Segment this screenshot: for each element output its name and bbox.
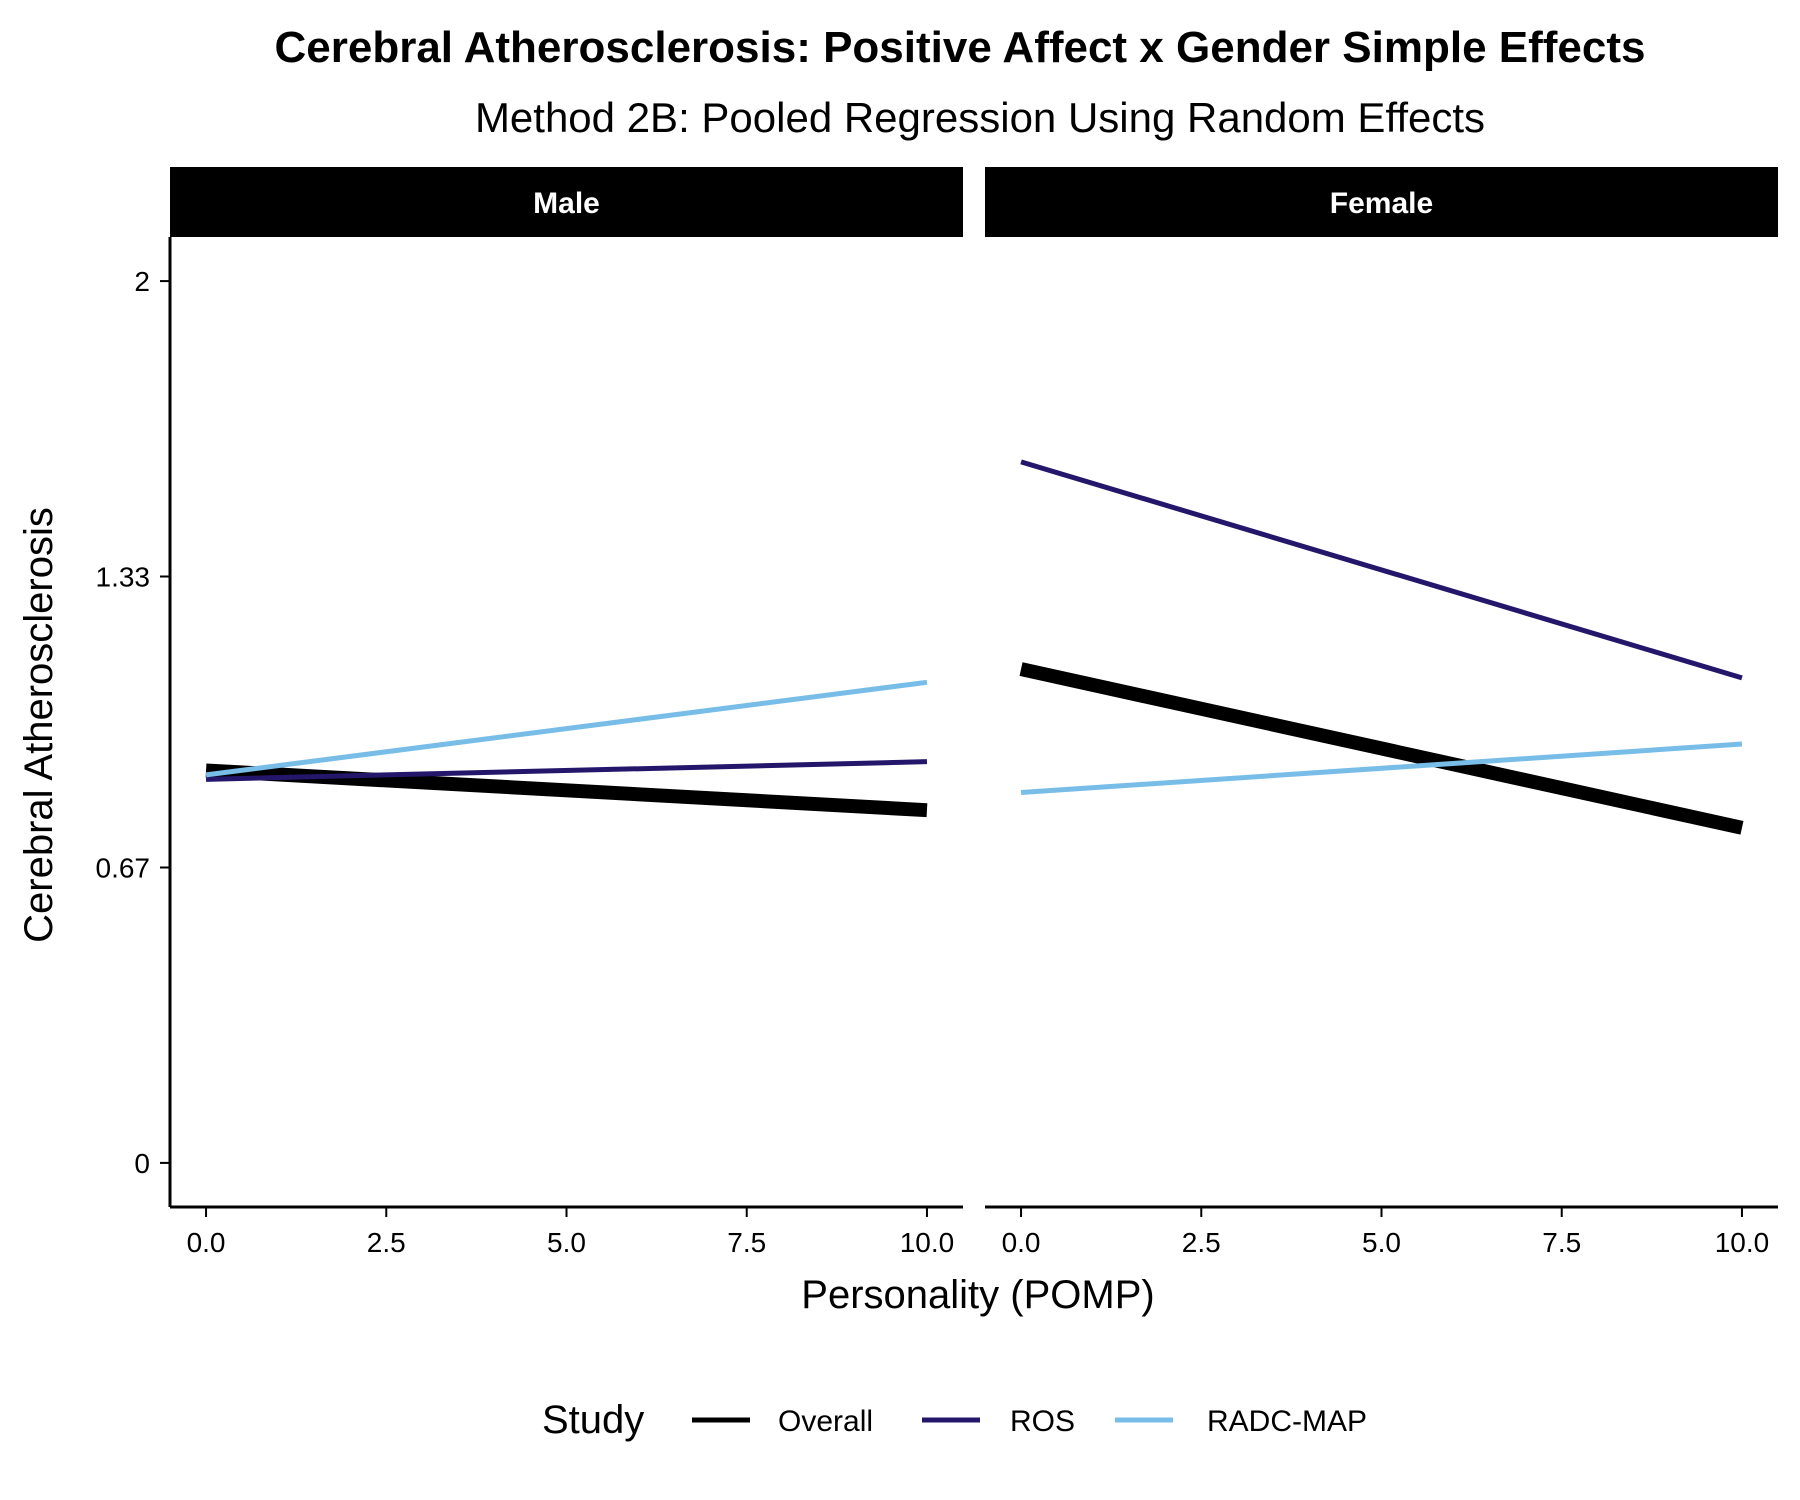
series-line-overall — [1019, 662, 1744, 835]
x-tick-label: 2.5 — [367, 1227, 406, 1258]
series-line-ros — [205, 759, 928, 782]
x-tick-label: 10.0 — [1715, 1227, 1770, 1258]
legend-label-overall: Overall — [778, 1405, 873, 1438]
y-axis-title: Cerebral Atherosclerosis — [17, 507, 61, 943]
x-tick-label: 0.0 — [187, 1227, 226, 1258]
y-tick-label: 2 — [134, 266, 150, 297]
x-tick-label: 0.0 — [1002, 1227, 1041, 1258]
legend-label-radc-map: RADC-MAP — [1207, 1405, 1367, 1438]
facet-panels: Male 0.0 2.5 5.0 7.5 10.0 Female 0.0 2.5 5.0 7.5 10… — [170, 167, 1778, 1258]
x-tick-label: 5.0 — [1362, 1227, 1401, 1258]
x-axis-title: Personality (POMP) — [801, 1273, 1154, 1317]
legend: Study Overall ROS RADC-MAP — [542, 1398, 1367, 1442]
facet-strip — [985, 167, 1778, 237]
y-axis: 0 0.67 1.33 2 — [96, 237, 172, 1207]
chart-title: Cerebral Atherosclerosis: Positive Affec… — [275, 23, 1646, 72]
series-line-radc-map — [1020, 741, 1743, 796]
x-tick-label: 5.0 — [547, 1227, 586, 1258]
y-tick-label: 0 — [134, 1148, 150, 1179]
facet-strip-label: Female — [1330, 187, 1433, 220]
x-tick-label: 7.5 — [727, 1227, 766, 1258]
x-tick-label: 2.5 — [1182, 1227, 1221, 1258]
x-tick-label: 10.0 — [900, 1227, 955, 1258]
panel-male: Male 0.0 2.5 5.0 7.5 10.0 — [170, 167, 963, 1258]
y-tick-label: 1.33 — [96, 562, 151, 593]
series-line-radc-map — [205, 679, 928, 778]
legend-title: Study — [542, 1398, 644, 1442]
x-tick-label: 7.5 — [1542, 1227, 1581, 1258]
legend-label-ros: ROS — [1010, 1405, 1075, 1438]
y-tick-label: 0.67 — [96, 853, 151, 884]
panel-female: Female 0.0 2.5 5.0 7.5 10.0 — [985, 167, 1778, 1258]
facet-strip-label: Male — [533, 187, 600, 220]
series-line-ros — [1020, 459, 1743, 681]
facet-strip — [170, 167, 963, 237]
chart-subtitle: Method 2B: Pooled Regression Using Rando… — [475, 94, 1485, 141]
